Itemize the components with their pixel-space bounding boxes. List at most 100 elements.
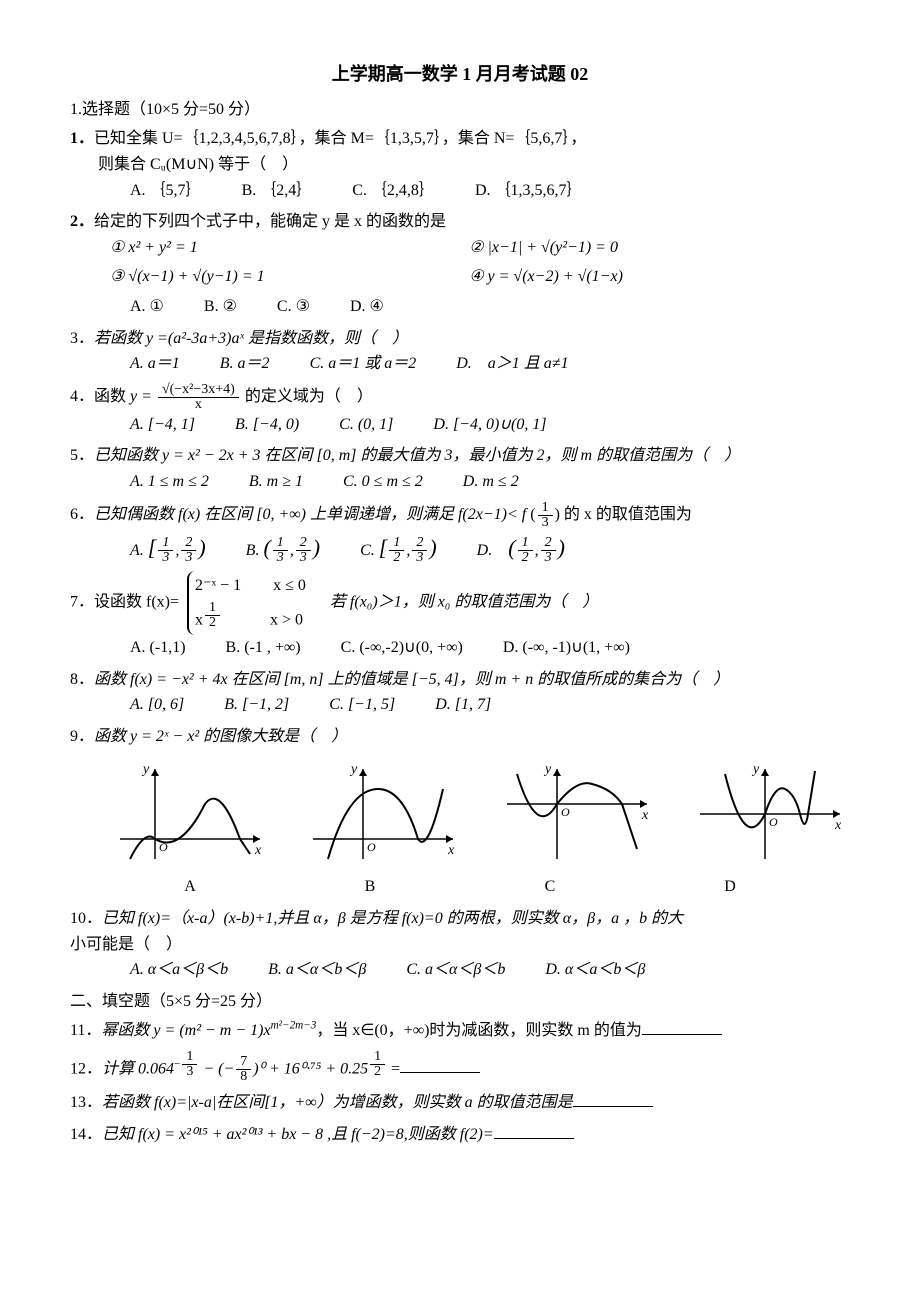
svg-text:O: O bbox=[159, 840, 168, 854]
q10-number: 10． bbox=[70, 910, 102, 927]
q9-graph-b: y x O bbox=[303, 759, 463, 869]
q12-mid2: )⁰ + 16⁰·⁷⁵ + 0.25 bbox=[253, 1060, 368, 1077]
q9-label-b: B bbox=[290, 874, 450, 900]
q10-opt-c: C. a＜α＜β＜b bbox=[406, 957, 505, 983]
svg-text:x: x bbox=[834, 818, 842, 833]
question-10: 10．已知 f(x)=（x-a）(x-b)+1,并且 α，β 是方程 f(x)=… bbox=[70, 906, 850, 983]
q1-text2: 则集合 Cᵤ(M∪N) 等于（ ） bbox=[98, 152, 850, 178]
question-2: 2．给定的下列四个式子中，能确定 y 是 x 的函数的是 ① x² + y² =… bbox=[70, 209, 850, 319]
q13-text: 若函数 f(x)=|x-a|在区间[1，+∞）为增函数，则实数 a 的取值范围是 bbox=[102, 1094, 573, 1111]
q8-opt-a: A. [0, 6] bbox=[130, 692, 184, 718]
q8-number: 8． bbox=[70, 671, 94, 688]
q3-opt-c: C. a＝1 或 a＝2 bbox=[310, 351, 417, 377]
q11-text-post: ，当 x∈(0，+∞)时为减函数，则实数 m 的值为 bbox=[316, 1022, 641, 1039]
q12-mid1: − (− bbox=[199, 1060, 234, 1077]
svg-text:y: y bbox=[751, 762, 760, 777]
q9-graph-labels: A B C D bbox=[110, 874, 810, 900]
q4-text-pre: 函数 bbox=[94, 388, 130, 405]
q7-opt-b: B. (-1 , +∞) bbox=[226, 635, 301, 661]
q11-text-pre: 幂函数 y = (m² − m − 1)x bbox=[101, 1022, 270, 1039]
q3-opt-a: A. a＝1 bbox=[130, 351, 180, 377]
question-14: 14．已知 f(x) = x²⁰¹⁵ + ax²⁰¹³ + bx − 8 ,且 … bbox=[70, 1122, 850, 1148]
q14-number: 14． bbox=[70, 1126, 102, 1143]
svg-text:O: O bbox=[769, 815, 778, 829]
q14-blank bbox=[494, 1122, 574, 1139]
exam-title: 上学期高一数学 1 月月考试题 02 bbox=[70, 60, 850, 89]
q5-opt-d: D. m ≤ 2 bbox=[463, 469, 519, 495]
q6-text-pre: 已知偶函数 f(x) 在区间 [0, +∞) 上单调递增，则满足 f(2x−1)… bbox=[94, 506, 526, 523]
q12-eq: = bbox=[387, 1060, 400, 1077]
q4-number: 4． bbox=[70, 388, 94, 405]
q6-frac-den: 3 bbox=[538, 516, 553, 530]
q4-fraction: √(−x²−3x+4) x bbox=[158, 383, 239, 412]
svg-text:x: x bbox=[447, 843, 455, 858]
q4-frac-den: x bbox=[158, 398, 239, 412]
q4-text-post: 的定义域为（ ） bbox=[245, 388, 373, 405]
section2-header: 二、填空题（5×5 分=25 分） bbox=[70, 989, 850, 1015]
q1-opt-b: B. ｛2,4｝ bbox=[242, 178, 313, 204]
svg-text:O: O bbox=[367, 840, 376, 854]
q6-opt-d: D. (12,23) bbox=[477, 530, 565, 566]
q5-text: 已知函数 y = x² − 2x + 3 在区间 [0, m] 的最大值为 3，… bbox=[94, 447, 740, 464]
q9-text: 函数 y = 2ˣ − x² 的图像大致是（ ） bbox=[94, 728, 347, 745]
q7-opt-c: C. (-∞,-2)∪(0, +∞) bbox=[341, 635, 463, 661]
q8-text: 函数 f(x) = −x² + 4x 在区间 [m, n] 上的值域是 [−5,… bbox=[94, 671, 729, 688]
svg-text:y: y bbox=[141, 762, 150, 777]
q5-number: 5． bbox=[70, 447, 94, 464]
q7-text-pre: 设函数 f(x)= bbox=[94, 594, 179, 611]
q6-opt-c: C. [12,23) bbox=[360, 530, 437, 566]
svg-text:y: y bbox=[543, 762, 552, 777]
q2-text: 给定的下列四个式子中，能确定 y 是 x 的函数的是 bbox=[94, 213, 446, 230]
q3-opt-b: B. a＝2 bbox=[220, 351, 270, 377]
q4-opt-d: D. [−4, 0)∪(0, 1] bbox=[433, 412, 546, 438]
q12-blank bbox=[400, 1056, 480, 1073]
question-13: 13．若函数 f(x)=|x-a|在区间[1，+∞）为增函数，则实数 a 的取值… bbox=[70, 1090, 850, 1116]
q14-text: 已知 f(x) = x²⁰¹⁵ + ax²⁰¹³ + bx − 8 ,且 f(−… bbox=[102, 1126, 494, 1143]
q8-opt-d: D. [1, 7] bbox=[435, 692, 491, 718]
q9-label-a: A bbox=[110, 874, 270, 900]
q7-number: 7． bbox=[70, 594, 94, 611]
q1-text: 已知全集 U=｛1,2,3,4,5,6,7,8｝，集合 M=｛1,3,5,7｝，… bbox=[94, 130, 586, 147]
q3-text: 若函数 y =(a²-3a+3)aˣ 是指数函数，则（ ） bbox=[94, 330, 408, 347]
q10-opt-a: A. α＜a＜β＜b bbox=[130, 957, 228, 983]
q5-opt-b: B. m ≥ 1 bbox=[249, 469, 303, 495]
q6-opt-b: B. (13,23) bbox=[246, 530, 320, 566]
q1-opt-c: C. ｛2,4,8｝ bbox=[352, 178, 435, 204]
q9-graphs: y x O y x O y bbox=[110, 759, 850, 869]
q7-case2: x12 x > 0 bbox=[195, 601, 306, 633]
q7-text-post: 若 f(x₀)＞1，则 x₀ 的取值范围为（ ） bbox=[330, 594, 598, 611]
question-11: 11．幂函数 y = (m² − m − 1)xm²−2m−3，当 x∈(0，+… bbox=[70, 1018, 850, 1044]
q9-graph-a: y x O bbox=[110, 759, 270, 869]
q9-label-d: D bbox=[650, 874, 810, 900]
q1-opt-a: A. ｛5,7｝ bbox=[130, 178, 202, 204]
q2-opt-d: D. ④ bbox=[350, 294, 384, 320]
question-12: 12．计算 0.064−13 − (−78)⁰ + 16⁰·⁷⁵ + 0.251… bbox=[70, 1050, 850, 1084]
q2-eq3: ③ √(x−1) + √(y−1) = 1 bbox=[110, 264, 465, 290]
q10-opt-d: D. α＜a＜b＜β bbox=[545, 957, 645, 983]
svg-text:y: y bbox=[349, 762, 358, 777]
section1-header: 1.选择题（10×5 分=50 分） bbox=[70, 97, 850, 123]
q13-blank bbox=[573, 1090, 653, 1107]
svg-text:O: O bbox=[561, 805, 570, 819]
q12-text-pre: 计算 0.064 bbox=[102, 1060, 174, 1077]
q10-text: 已知 f(x)=（x-a）(x-b)+1,并且 α，β 是方程 f(x)=0 的… bbox=[102, 910, 683, 927]
question-8: 8．函数 f(x) = −x² + 4x 在区间 [m, n] 上的值域是 [−… bbox=[70, 667, 850, 718]
q5-opt-a: A. 1 ≤ m ≤ 2 bbox=[130, 469, 209, 495]
q3-opt-d: D. a＞1 且 a≠1 bbox=[456, 351, 568, 377]
q9-graph-d: y x O bbox=[690, 759, 850, 869]
q8-opt-b: B. [−1, 2] bbox=[224, 692, 289, 718]
question-4: 4．函数 y = √(−x²−3x+4) x 的定义域为（ ） A. [−4, … bbox=[70, 383, 850, 438]
q11-exp: m²−2m−3 bbox=[271, 1020, 317, 1032]
q5-opt-c: C. 0 ≤ m ≤ 2 bbox=[343, 469, 423, 495]
q10-opt-b: B. a＜α＜b＜β bbox=[268, 957, 366, 983]
q7-opt-a: A. (-1,1) bbox=[130, 635, 186, 661]
question-5: 5．已知函数 y = x² − 2x + 3 在区间 [0, m] 的最大值为 … bbox=[70, 443, 850, 494]
q12-number: 12． bbox=[70, 1060, 102, 1077]
question-6: 6．已知偶函数 f(x) 在区间 [0, +∞) 上单调递增，则满足 f(2x−… bbox=[70, 501, 850, 566]
q8-opt-c: C. [−1, 5] bbox=[329, 692, 395, 718]
q4-opt-c: C. (0, 1] bbox=[339, 412, 393, 438]
q9-number: 9． bbox=[70, 728, 94, 745]
q11-blank bbox=[642, 1018, 722, 1035]
q6-text-mid: 的 x 的取值范围为 bbox=[564, 506, 692, 523]
q13-number: 13． bbox=[70, 1094, 102, 1111]
